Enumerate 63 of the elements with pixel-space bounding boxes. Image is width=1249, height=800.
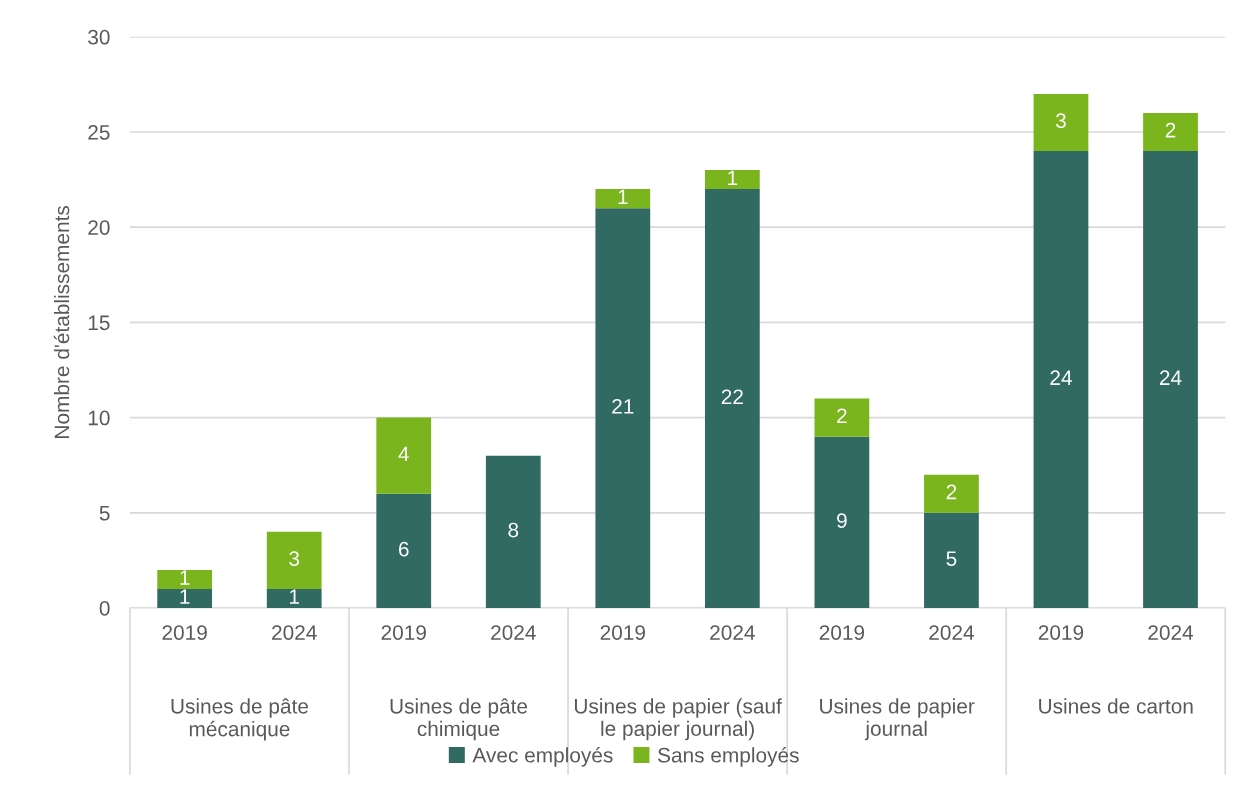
data-label: 1 xyxy=(290,589,299,604)
bar xyxy=(704,189,760,608)
text: Usines de pâte mécanique xyxy=(171,698,308,741)
text: Usines de papier journal xyxy=(820,698,975,741)
y-tick-label: 20 xyxy=(88,220,110,235)
x-tick-label: 2019 xyxy=(600,625,645,640)
data-label: 2 xyxy=(1165,122,1176,138)
data-label: 21 xyxy=(612,398,634,414)
y-tick-label: 10 xyxy=(88,410,110,426)
data-label: 8 xyxy=(508,522,519,538)
bar xyxy=(157,569,213,589)
x-tick-label: 2024 xyxy=(710,625,755,640)
bar xyxy=(924,512,979,608)
bar xyxy=(376,417,432,494)
x-tick-label: 2019 xyxy=(1038,625,1084,640)
bar xyxy=(814,398,870,437)
text: Usines de papier (sauf le papier journal) xyxy=(574,698,782,741)
x-tick-label: 2024 xyxy=(929,625,974,640)
text: Usines de carton xyxy=(1039,698,1193,714)
data-label: 6 xyxy=(399,541,409,557)
x-tick-label: 2019 xyxy=(162,625,207,640)
y-tick-label: 5 xyxy=(99,506,110,521)
data-label: 24 xyxy=(1050,370,1072,385)
bar xyxy=(704,170,760,190)
y-axis-title: Nombre d'établissements xyxy=(53,205,70,438)
legend-label: Sans employés xyxy=(658,747,799,767)
bar xyxy=(1143,112,1198,152)
x-tick-label: 2024 xyxy=(272,625,317,640)
bar xyxy=(595,189,651,209)
bar xyxy=(595,208,651,608)
bar xyxy=(266,588,322,608)
data-label: 1 xyxy=(180,570,190,585)
bar xyxy=(157,588,213,608)
data-label: 3 xyxy=(289,551,300,566)
data-label: 24 xyxy=(1159,370,1182,385)
x-tick-label: 2024 xyxy=(491,625,536,640)
bar xyxy=(266,531,322,589)
y-tick-label: 30 xyxy=(88,29,110,45)
bar xyxy=(1143,151,1198,608)
bar xyxy=(814,436,870,608)
data-label: 5 xyxy=(946,551,957,566)
data-label: 22 xyxy=(721,389,743,404)
x-tick-label: 2024 xyxy=(1148,625,1194,640)
data-label: 3 xyxy=(1055,113,1066,129)
bar xyxy=(1033,93,1089,152)
data-label: 9 xyxy=(837,513,847,528)
data-label: 1 xyxy=(618,189,628,205)
data-label: 4 xyxy=(398,446,409,462)
bar xyxy=(1033,151,1089,608)
x-tick-label: 2019 xyxy=(381,625,426,640)
y-tick-label: 25 xyxy=(88,125,110,140)
bar xyxy=(376,493,432,608)
data-label: 1 xyxy=(728,170,738,185)
data-label: 2 xyxy=(946,484,957,500)
y-tick-label: 0 xyxy=(99,601,110,616)
data-label: 1 xyxy=(180,589,190,604)
bar xyxy=(924,474,979,513)
y-tick-label: 15 xyxy=(88,315,110,331)
text: Usines de pâte chimique xyxy=(390,698,528,741)
legend-label: Avec employés xyxy=(472,747,613,767)
bar xyxy=(485,455,541,608)
x-tick-label: 2019 xyxy=(819,625,865,640)
data-label: 2 xyxy=(837,408,847,423)
